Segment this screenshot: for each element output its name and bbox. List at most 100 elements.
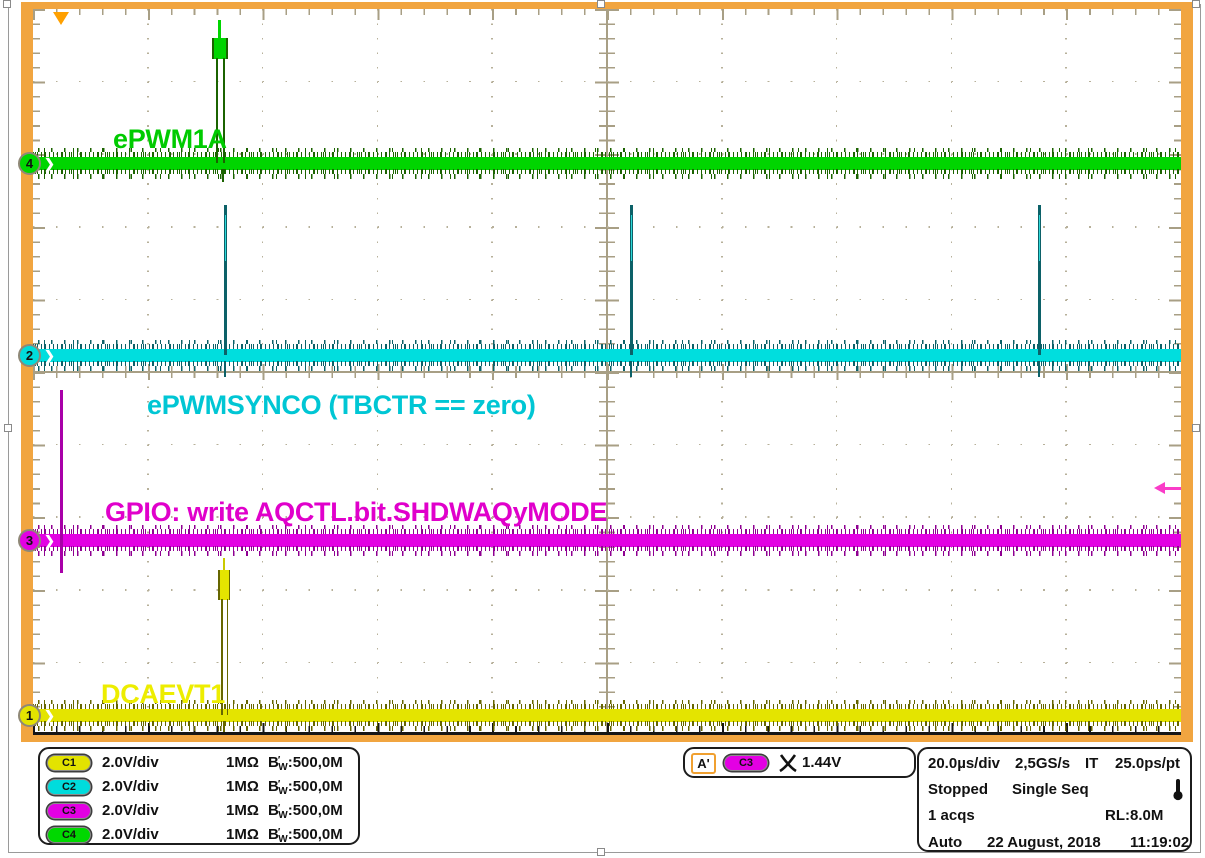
ch4-pulse-edge bbox=[216, 58, 218, 163]
channel-4-marker[interactable]: 4 bbox=[18, 151, 41, 175]
c4-bandwidth[interactable]: B′W:500,0M bbox=[268, 826, 343, 845]
gridline-vertical bbox=[376, 9, 379, 735]
channel-3-marker[interactable]: 3 bbox=[18, 528, 41, 552]
gridline-horizontal bbox=[33, 443, 1181, 446]
trigger-level-icon[interactable] bbox=[1165, 486, 1181, 490]
channel-c3-badge[interactable]: C3 bbox=[47, 803, 91, 819]
ch4-epwm1a-noise bbox=[33, 173, 1181, 179]
time-readout: 11:19:02 bbox=[1130, 834, 1190, 851]
ch2-sync-spike-hl bbox=[1038, 215, 1040, 261]
gridline-horizontal bbox=[33, 516, 1181, 518]
gridline-vertical bbox=[1065, 9, 1067, 735]
ch1-dcaevt1-trace bbox=[33, 708, 1181, 722]
trigger-source-badge[interactable]: C3 bbox=[724, 755, 768, 771]
either-slope-trigger-icon bbox=[779, 754, 797, 773]
graticule-bottom-bar bbox=[33, 732, 1181, 735]
thermometer-icon bbox=[1173, 779, 1183, 801]
acquisition-readout-box: 20.0µs/div 2,5GS/s IT 25.0ps/pt Stopped … bbox=[917, 747, 1192, 852]
channel-readout-box: C1 2.0V/div 1MΩ B′W:500,0M C2 2.0V/div 1… bbox=[38, 747, 360, 845]
trigger-mode[interactable]: Auto bbox=[928, 834, 963, 851]
channel-readout-row: C2 2.0V/div 1MΩ B′W:500,0M bbox=[40, 777, 358, 799]
channel-c1-badge[interactable]: C1 bbox=[47, 755, 91, 771]
record-length: RL:8.0M bbox=[1105, 807, 1164, 824]
gridline-vertical bbox=[950, 9, 953, 735]
ch1-dcaevt1-noise bbox=[33, 704, 1181, 709]
annotation-gpio: GPIO: write AQCTL.bit.SHDWAQyMODE bbox=[105, 497, 608, 527]
c1-impedance[interactable]: 1MΩ bbox=[226, 754, 259, 771]
ch2-sync-spike-hl bbox=[224, 215, 226, 261]
c1-bandwidth[interactable]: B′W:500,0M bbox=[268, 754, 343, 773]
ch2-epwmsynco-noise bbox=[33, 361, 1181, 366]
gridline-vertical bbox=[835, 9, 838, 735]
ch1-dcaevt1-noise bbox=[33, 725, 1181, 731]
annotation-dcaevt1: DCAEVT1 bbox=[101, 679, 225, 709]
ch3-gpio-noise bbox=[33, 524, 1181, 529]
ch1-dcaevt1-noise bbox=[33, 699, 1181, 704]
sampling-mode: IT bbox=[1085, 755, 1099, 772]
selection-handle-top-right[interactable] bbox=[1192, 0, 1200, 8]
ch4-epwm1a-noise bbox=[33, 147, 1181, 152]
c3-impedance[interactable]: 1MΩ bbox=[226, 802, 259, 819]
ch1-dcaevt1-noise bbox=[33, 721, 1181, 726]
graticule-top-ticks-major bbox=[33, 9, 1181, 20]
trigger-position-icon[interactable] bbox=[53, 12, 69, 25]
gridline-horizontal bbox=[33, 80, 1181, 83]
ch4-pulse-head-edge bbox=[212, 38, 214, 59]
ch2-sync-spike bbox=[224, 205, 227, 355]
gridline-vertical bbox=[147, 9, 149, 735]
ch4-pulse-tip bbox=[218, 20, 221, 40]
ch2-epwmsynco-noise bbox=[33, 344, 1181, 349]
selection-handle-bottom-middle[interactable] bbox=[597, 848, 605, 856]
sample-rate: 2,5GS/s bbox=[1015, 755, 1071, 772]
c3-bandwidth[interactable]: B′W:500,0M bbox=[268, 802, 343, 821]
ch1-pulse-tip bbox=[223, 558, 225, 573]
ch4-pulse-edge bbox=[223, 58, 225, 163]
ch1-pulse-head-edge bbox=[218, 570, 220, 600]
annotation-epwmsynco: ePWMSYNCO (TBCTR == zero) bbox=[147, 390, 536, 420]
c3-scale[interactable]: 2.0V/div bbox=[102, 802, 159, 819]
channel-readout-row: C1 2.0V/div 1MΩ B′W:500,0M bbox=[40, 753, 358, 775]
channel-2-marker[interactable]: 2 bbox=[18, 343, 41, 367]
ch2-sync-undershoot bbox=[224, 361, 226, 377]
c2-bandwidth[interactable]: B′W:500,0M bbox=[268, 778, 343, 797]
selection-handle-top-middle[interactable] bbox=[597, 0, 605, 8]
ch3-gpio-noise bbox=[33, 546, 1181, 551]
timebase-scale[interactable]: 20.0µs/div bbox=[928, 755, 1001, 772]
channel-c4-badge[interactable]: C4 bbox=[47, 827, 91, 843]
c4-scale[interactable]: 2.0V/div bbox=[102, 826, 159, 843]
ch3-gpio-noise bbox=[33, 550, 1181, 556]
channel-c2-badge[interactable]: C2 bbox=[47, 779, 91, 795]
selection-handle-top-left[interactable] bbox=[3, 0, 11, 8]
trigger-level-value[interactable]: 1.44V bbox=[802, 754, 842, 771]
ch2-epwmsynco-trace bbox=[33, 348, 1181, 362]
acq-mode: Single Seq bbox=[1012, 781, 1089, 798]
annotation-epwm1a: ePWM1A bbox=[113, 124, 227, 154]
ch2-epwmsynco-noise bbox=[33, 365, 1181, 371]
acq-status: Stopped bbox=[928, 781, 988, 798]
ch2-sync-undershoot bbox=[630, 361, 632, 377]
channel-1-arrow-icon: ❯ bbox=[44, 708, 55, 723]
selection-handle-left-middle[interactable] bbox=[4, 424, 12, 432]
trigger-level-arrow-icon[interactable] bbox=[1154, 482, 1165, 494]
waveform-layer bbox=[33, 9, 1181, 735]
date-readout: 22 August, 2018 bbox=[987, 834, 1101, 851]
gridline-horizontal bbox=[33, 226, 1181, 228]
gridline-horizontal bbox=[33, 298, 1181, 301]
ch4-pulse-undershoot bbox=[222, 169, 224, 182]
ch3-gpio-trace bbox=[33, 533, 1181, 547]
c4-impedance[interactable]: 1MΩ bbox=[226, 826, 259, 843]
channel-readout-row: C4 2.0V/div 1MΩ B′W:500,0M bbox=[40, 825, 358, 847]
trigger-group-badge[interactable]: A' bbox=[691, 753, 716, 774]
ch1-pulse-edge bbox=[226, 599, 228, 715]
c1-scale[interactable]: 2.0V/div bbox=[102, 754, 159, 771]
ch1-pulse-head bbox=[219, 570, 229, 600]
selection-handle-right-middle[interactable] bbox=[1192, 424, 1200, 432]
ch2-sync-spike bbox=[1038, 205, 1041, 355]
channel-1-marker[interactable]: 1 bbox=[18, 703, 41, 727]
c2-scale[interactable]: 2.0V/div bbox=[102, 778, 159, 795]
ch4-pulse-head bbox=[213, 38, 227, 59]
ch1-pulse-edge bbox=[221, 599, 223, 715]
c2-impedance[interactable]: 1MΩ bbox=[226, 778, 259, 795]
channel-2-arrow-icon: ❯ bbox=[44, 348, 55, 363]
